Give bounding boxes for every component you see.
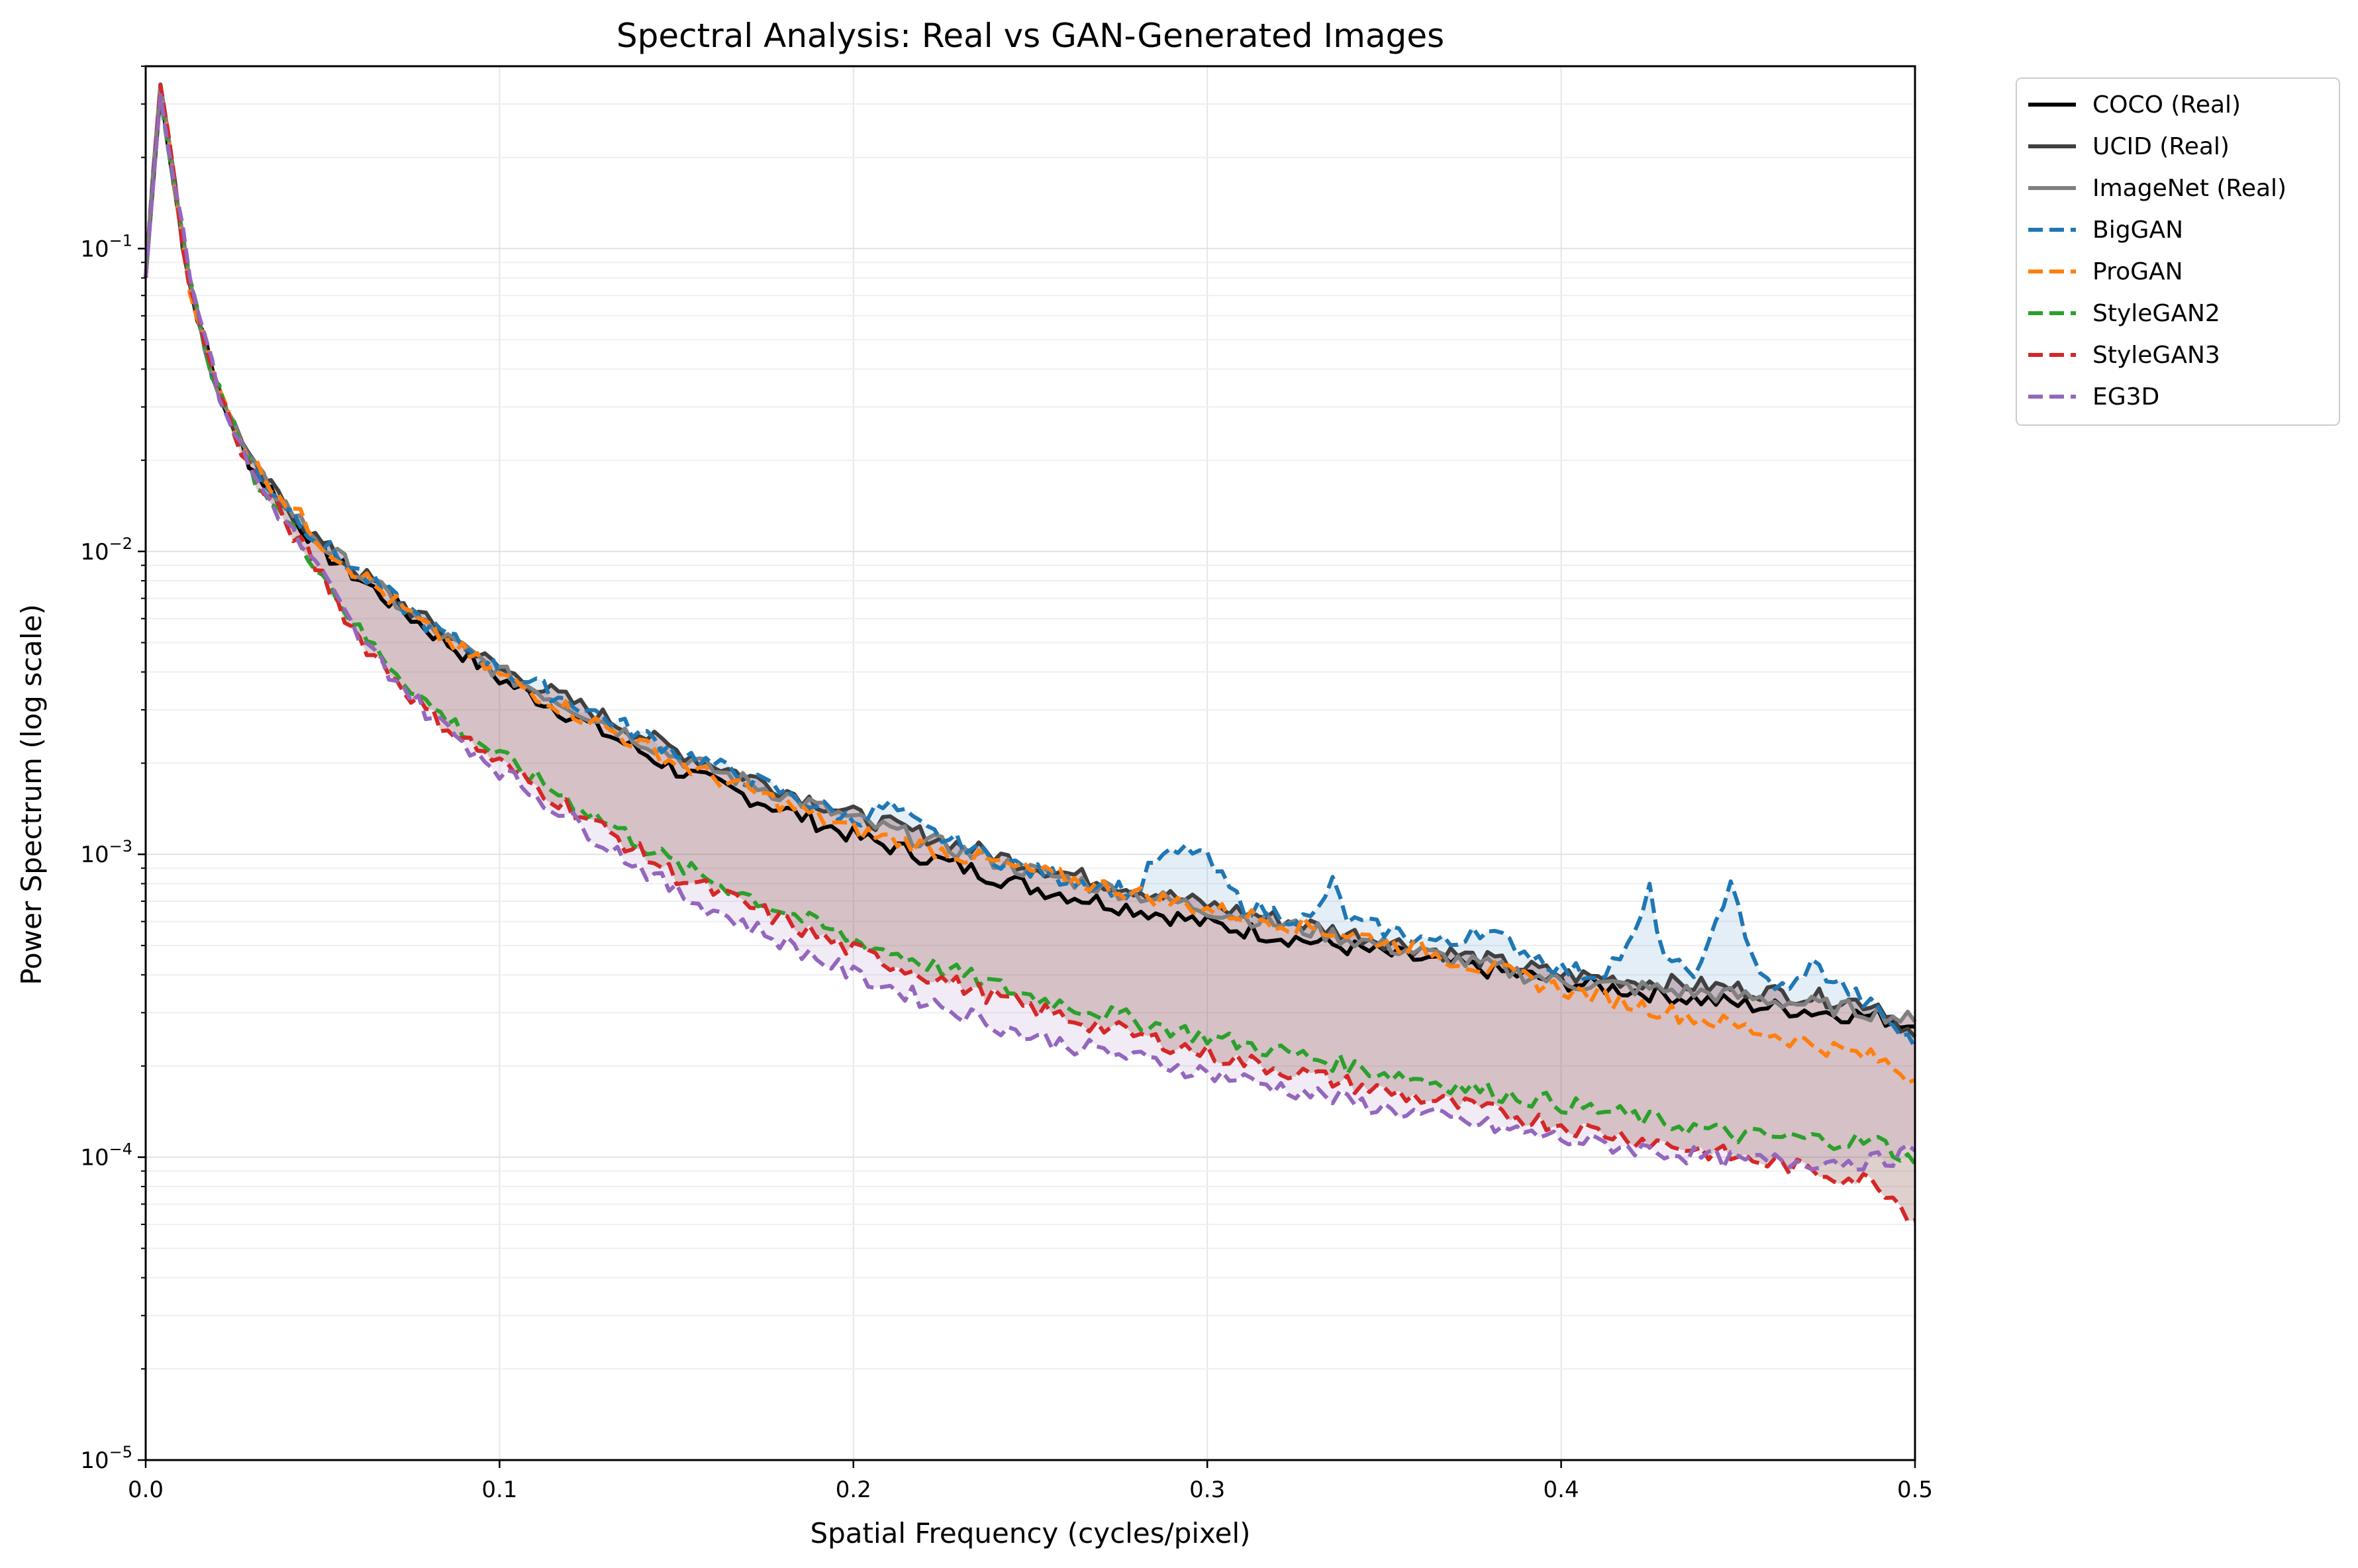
- chart-title: Spectral Analysis: Real vs GAN-Generated…: [616, 17, 1444, 55]
- legend-label: ProGAN: [2092, 258, 2183, 285]
- x-tick-label: 0.1: [481, 1477, 517, 1503]
- x-axis-ticks: 0.0 0.1 0.2 0.3 0.4 0.5: [128, 1460, 1933, 1503]
- y-tick-label: 10−1: [80, 231, 132, 262]
- legend: COCO (Real) UCID (Real) ImageNet (Real) Big…: [2016, 77, 2340, 426]
- y-axis-title: Power Spectrum (log scale): [15, 604, 48, 985]
- x-tick-label: 0.0: [128, 1477, 164, 1503]
- series-line-stylegan3: [144, 83, 1916, 1224]
- y-tick-label: 10−3: [80, 837, 132, 868]
- series-line-stylegan2: [144, 95, 1917, 1165]
- legend-label: EG3D: [2092, 383, 2159, 411]
- legend-label: BigGAN: [2092, 217, 2183, 244]
- x-tick-label: 0.3: [1189, 1477, 1225, 1503]
- series-lines: [144, 82, 1917, 1224]
- legend-box: [2016, 77, 2340, 426]
- legend-label: COCO (Real): [2092, 91, 2241, 119]
- biggan-band: [146, 94, 1915, 1048]
- series-line-biggan: [144, 93, 1917, 1049]
- y-tick-label: 10−4: [80, 1140, 132, 1171]
- y-axis-ticks: 10−5 10−4 10−3 10−2 10−1: [80, 66, 146, 1474]
- x-tick-label: 0.5: [1897, 1477, 1933, 1503]
- legend-label: ImageNet (Real): [2092, 175, 2286, 202]
- legend-label: StyleGAN2: [2092, 300, 2220, 327]
- y-tick-label: 10−5: [80, 1443, 132, 1474]
- series-line-eg3d: [144, 93, 1916, 1172]
- x-tick-label: 0.4: [1544, 1477, 1579, 1503]
- legend-label: UCID (Real): [2092, 133, 2230, 160]
- x-tick-label: 0.2: [836, 1477, 871, 1503]
- x-axis-title: Spatial Frequency (cycles/pixel): [810, 1517, 1250, 1549]
- legend-label: StyleGAN3: [2092, 342, 2220, 369]
- y-tick-label: 10−2: [80, 534, 132, 565]
- series-line-progan: [144, 92, 1916, 1085]
- eg3d-band: [146, 84, 1915, 1170]
